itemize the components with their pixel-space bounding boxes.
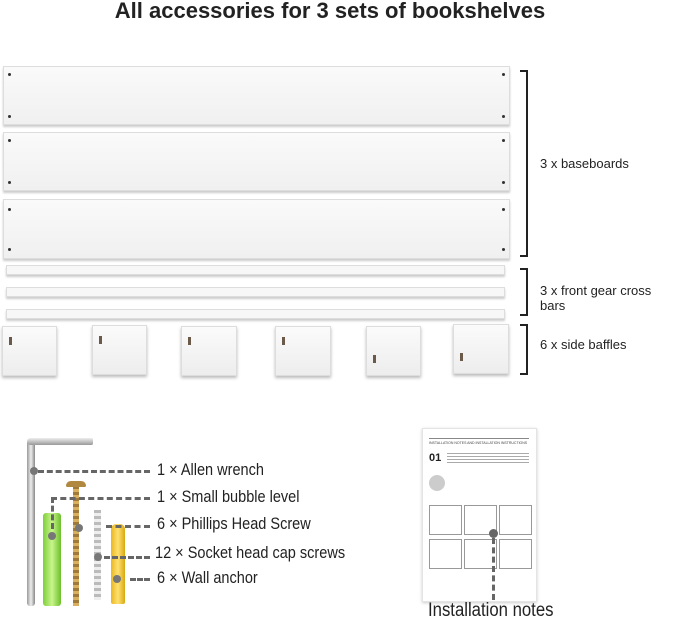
leader-line (51, 497, 54, 529)
phillips-screw-label: 6 × Phillips Head Screw (157, 515, 311, 533)
cross-bar (6, 287, 505, 297)
bubble-level-icon (43, 513, 61, 606)
leader-line (104, 556, 150, 559)
leader-line (106, 525, 150, 528)
leader-dot (75, 524, 83, 532)
baseboards-label: 3 x baseboards (540, 156, 629, 171)
bracket (520, 268, 528, 316)
leader-dot (30, 467, 38, 475)
side-baffle (453, 324, 509, 374)
wall-anchor-label: 6 × Wall anchor (157, 569, 258, 587)
manual-step: 01 (429, 452, 442, 464)
leader-dot (113, 575, 121, 583)
manual-heading: INSTALLATION NOTES AND INSTALLATION INST… (429, 441, 528, 445)
leader-line (51, 497, 150, 500)
manual-panel (464, 505, 497, 535)
cross-bars-label: 3 x front gear cross bars (540, 283, 652, 313)
manual-panel (464, 539, 497, 569)
leader-line (130, 578, 150, 581)
screw-head (66, 481, 86, 487)
page-title: All accessories for 3 sets of bookshelve… (114, 0, 546, 23)
leader-dot (48, 532, 56, 540)
socket-screw-label: 12 × Socket head cap screws (155, 544, 346, 562)
allen-wrench-icon (27, 440, 35, 606)
manual-panel (499, 539, 532, 569)
leader-dot (489, 529, 498, 538)
phillips-screw-icon (73, 486, 79, 606)
manual-caption: Installation notes (428, 600, 554, 621)
side-baffles-label: 6 x side baffles (540, 337, 627, 352)
bubble-level-label: 1 × Small bubble level (157, 488, 300, 506)
cross-bar (6, 265, 505, 275)
allen-wrench-arm (27, 438, 93, 445)
side-baffle (92, 325, 147, 375)
baseboard (3, 66, 510, 125)
wall-anchor-icon (111, 524, 125, 604)
cross-bar (6, 309, 505, 319)
bracket (520, 70, 528, 257)
side-baffle (2, 326, 57, 376)
manual-text (447, 453, 529, 463)
side-baffle (181, 326, 237, 376)
leader-line (492, 538, 495, 600)
side-baffle (275, 326, 331, 376)
instruction-manual: INSTALLATION NOTES AND INSTALLATION INST… (422, 428, 537, 602)
manual-panel (429, 539, 462, 569)
allen-wrench-label: 1 × Allen wrench (157, 461, 264, 479)
baseboard (3, 132, 510, 191)
manual-panel (499, 505, 532, 535)
side-baffle (366, 326, 421, 376)
leader-line (38, 470, 150, 473)
manual-image (429, 475, 445, 491)
leader-dot (94, 553, 102, 561)
manual-panel (429, 505, 462, 535)
baseboard (3, 199, 510, 259)
bracket (520, 324, 528, 375)
